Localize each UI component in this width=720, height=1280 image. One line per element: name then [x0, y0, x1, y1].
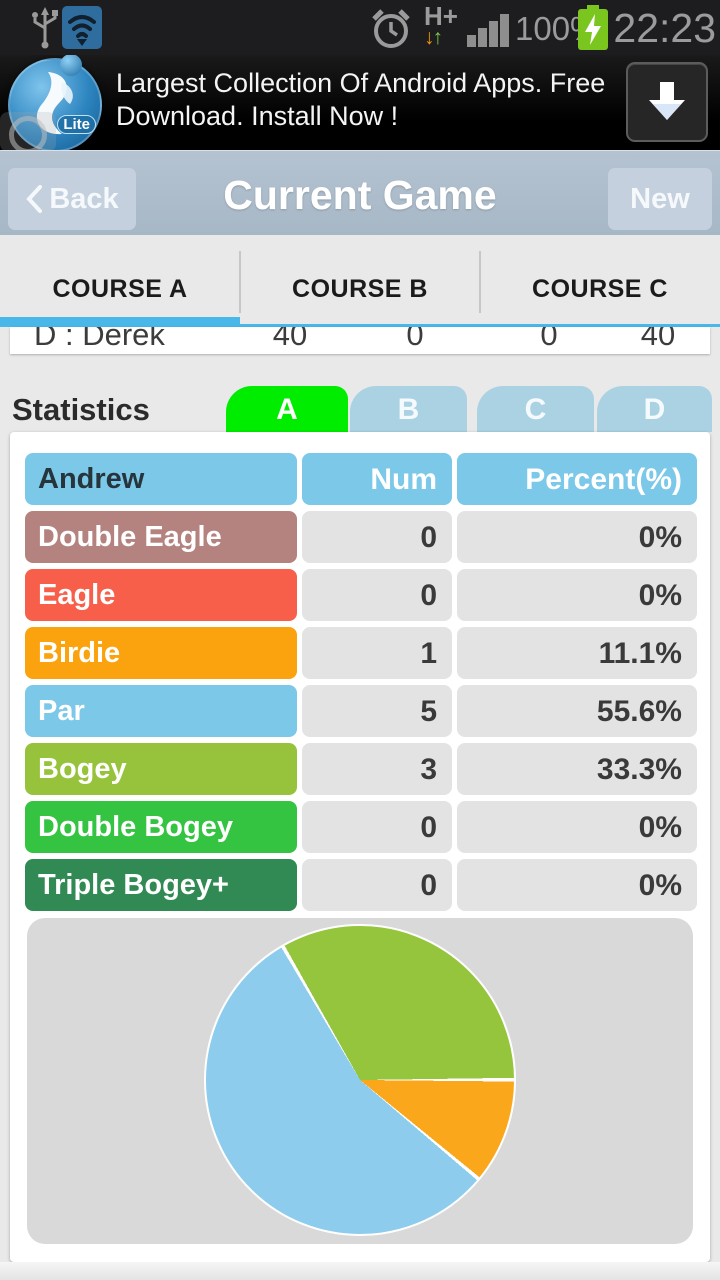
stats-header-player: Andrew: [25, 453, 297, 505]
ad-text[interactable]: Largest Collection Of Android Apps. Free…: [116, 67, 616, 133]
network-type-label: H+: [424, 1, 458, 31]
tab-course-c[interactable]: COURSE C: [480, 235, 720, 327]
score-row-player: D : Derek: [34, 327, 165, 352]
row-percent: 0%: [457, 859, 697, 911]
row-label: Bogey: [25, 743, 297, 795]
score-row-value: 0: [540, 327, 558, 352]
ad-overlay-circle-icon: [9, 116, 47, 150]
table-row: Par 5 55.6%: [10, 685, 710, 737]
ad-text-line2: Download. Install Now !: [116, 101, 399, 131]
score-list-row-derek[interactable]: D : Derek 40 0 0 40: [10, 327, 710, 354]
signal-bars-icon: [467, 14, 513, 47]
player-tab-b-label: B: [397, 393, 420, 426]
row-percent: 55.6%: [457, 685, 697, 737]
download-arrow-icon: [649, 82, 685, 120]
stats-header-num: Num: [302, 453, 452, 505]
table-row: Bogey 3 33.3%: [10, 743, 710, 795]
row-label: Double Bogey: [25, 801, 297, 853]
tab-course-a[interactable]: COURSE A: [0, 235, 240, 327]
row-num: 0: [302, 859, 452, 911]
table-row: Eagle 0 0%: [10, 569, 710, 621]
status-bar: H+ ↓↑ 100% 22:23: [0, 0, 720, 56]
pie-chart-panel: [27, 918, 693, 1244]
row-percent: 11.1%: [457, 627, 697, 679]
player-tab-a-label: A: [276, 393, 298, 426]
player-tab-a[interactable]: A: [226, 386, 348, 432]
new-button[interactable]: New: [608, 168, 712, 230]
ad-logo-ball: [60, 55, 82, 76]
tab-divider: [479, 251, 481, 313]
ad-banner[interactable]: Lite Largest Collection Of Android Apps.…: [0, 55, 720, 150]
battery-icon: [578, 5, 608, 50]
alarm-clock-icon: [372, 9, 410, 48]
usb-icon: [32, 7, 58, 49]
player-tab-c[interactable]: C: [477, 386, 594, 432]
player-tab-b[interactable]: B: [350, 386, 467, 432]
row-label: Triple Bogey+: [25, 859, 297, 911]
score-row-value: 40: [640, 327, 676, 352]
ad-app-logo[interactable]: Lite: [8, 55, 102, 150]
table-row: Birdie 1 11.1%: [10, 627, 710, 679]
ad-overlay-control[interactable]: [0, 112, 56, 150]
page-title: Current Game: [223, 172, 497, 218]
tab-course-a-label: COURSE A: [52, 275, 188, 303]
row-num: 0: [302, 511, 452, 563]
statistics-card: Andrew Num Percent(%) Double Eagle 0 0% …: [10, 432, 710, 1262]
ad-download-button[interactable]: [626, 62, 708, 142]
tab-underline: [0, 324, 720, 327]
row-num: 3: [302, 743, 452, 795]
score-row-value: 40: [272, 327, 308, 352]
ad-logo-lite-badge: Lite: [57, 115, 96, 134]
tab-course-c-label: COURSE C: [532, 275, 668, 303]
row-percent: 33.3%: [457, 743, 697, 795]
table-row: Double Bogey 0 0%: [10, 801, 710, 853]
tab-divider: [239, 251, 241, 313]
row-percent: 0%: [457, 511, 697, 563]
row-num: 5: [302, 685, 452, 737]
row-label: Double Eagle: [25, 511, 297, 563]
row-percent: 0%: [457, 801, 697, 853]
player-tab-d[interactable]: D: [597, 386, 712, 432]
tab-course-b-label: COURSE B: [292, 275, 428, 303]
course-tab-bar: COURSE A COURSE B COURSE C: [0, 235, 720, 327]
chevron-left-icon: [26, 185, 43, 213]
table-row: Double Eagle 0 0%: [10, 511, 710, 563]
row-num: 0: [302, 801, 452, 853]
row-num: 1: [302, 627, 452, 679]
score-row-value: 0: [406, 327, 424, 352]
table-row: Triple Bogey+ 0 0%: [10, 859, 710, 911]
row-percent: 0%: [457, 569, 697, 621]
nav-bar: Current Game Back New: [0, 150, 720, 236]
ad-text-line1: Largest Collection Of Android Apps. Free: [116, 68, 606, 98]
row-label: Par: [25, 685, 297, 737]
player-tab-d-label: D: [643, 393, 666, 426]
tab-course-b[interactable]: COURSE B: [240, 235, 480, 327]
statistics-title: Statistics: [12, 392, 150, 427]
data-activity-arrows-icon: ↓↑: [424, 26, 443, 49]
page-bottom-strip: [0, 1262, 720, 1280]
back-label: Back: [49, 183, 119, 215]
stats-header-row: Andrew Num Percent(%): [10, 453, 710, 505]
new-label: New: [630, 183, 690, 215]
row-label: Birdie: [25, 627, 297, 679]
network-type-indicator: H+ ↓↑: [424, 2, 468, 48]
wifi-icon: [62, 6, 102, 49]
back-button[interactable]: Back: [8, 168, 136, 230]
row-num: 0: [302, 569, 452, 621]
stats-header-percent: Percent(%): [457, 453, 697, 505]
player-tab-c-label: C: [524, 393, 547, 426]
row-label: Eagle: [25, 569, 297, 621]
status-time: 22:23: [613, 5, 716, 51]
score-distribution-pie-chart: [204, 924, 516, 1236]
